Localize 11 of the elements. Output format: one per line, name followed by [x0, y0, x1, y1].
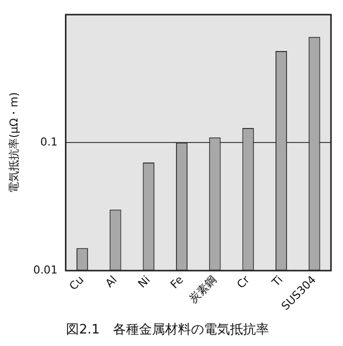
y-axis-title: 電気抵抗率(μΩ・m) [7, 92, 20, 193]
x-tick-label: Al [102, 273, 120, 290]
x-tick-label: 炭素鋼 [186, 273, 220, 306]
x-tick-label: Cu [66, 273, 86, 293]
x-tick-label: Ti [268, 273, 286, 290]
x-tick-label: Ni [136, 273, 153, 290]
y-tick-label: 0.1 [40, 135, 58, 148]
text: 図2.1 各種金属材料の電気抵抗率 [66, 322, 269, 338]
x-tick-label: Cr [234, 272, 253, 292]
y-tick-label: 0.01 [33, 264, 58, 277]
x-tick-label: Fe [168, 273, 186, 292]
